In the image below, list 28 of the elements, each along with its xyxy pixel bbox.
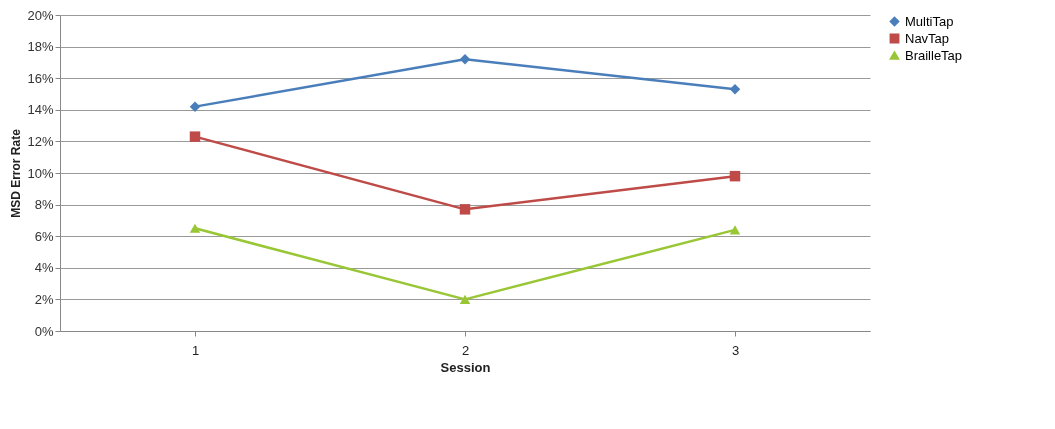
x-tick-label: 3 — [731, 342, 740, 358]
point — [729, 225, 741, 235]
y-tick-label: 20% — [27, 7, 54, 23]
y-tick-label: 4% — [34, 260, 54, 276]
y-tick-label: 2% — [34, 291, 54, 307]
point — [729, 170, 741, 182]
x-tick-label: 1 — [191, 342, 200, 358]
legend-label: BrailleTap — [905, 47, 963, 63]
legend-label: NavTap — [905, 30, 950, 46]
y-tick-label: 8% — [34, 197, 54, 213]
point — [189, 223, 201, 233]
point — [729, 84, 741, 95]
y-tick-label: 10% — [27, 165, 54, 181]
x-axis-title: Session — [440, 359, 491, 375]
point — [459, 204, 471, 215]
y-tick-label: 18% — [27, 39, 54, 55]
legend-label: MultiTap — [905, 13, 954, 29]
x-tick-label: 2 — [461, 342, 470, 358]
y-tick-label: 6% — [34, 228, 54, 244]
y-tick-label: 12% — [27, 133, 54, 149]
y-tick-label: 14% — [27, 102, 54, 118]
y-axis-title: MSD Error Rate — [9, 128, 24, 218]
y-tick-label: 16% — [27, 70, 54, 86]
point — [189, 131, 201, 142]
y-tick-label: 0% — [34, 323, 54, 339]
point — [189, 101, 201, 112]
point — [459, 54, 471, 65]
point — [459, 294, 471, 304]
